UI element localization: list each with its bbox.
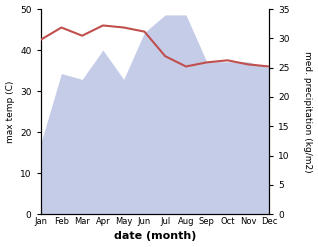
- Y-axis label: med. precipitation (kg/m2): med. precipitation (kg/m2): [303, 51, 313, 172]
- X-axis label: date (month): date (month): [114, 231, 196, 242]
- Y-axis label: max temp (C): max temp (C): [5, 80, 15, 143]
